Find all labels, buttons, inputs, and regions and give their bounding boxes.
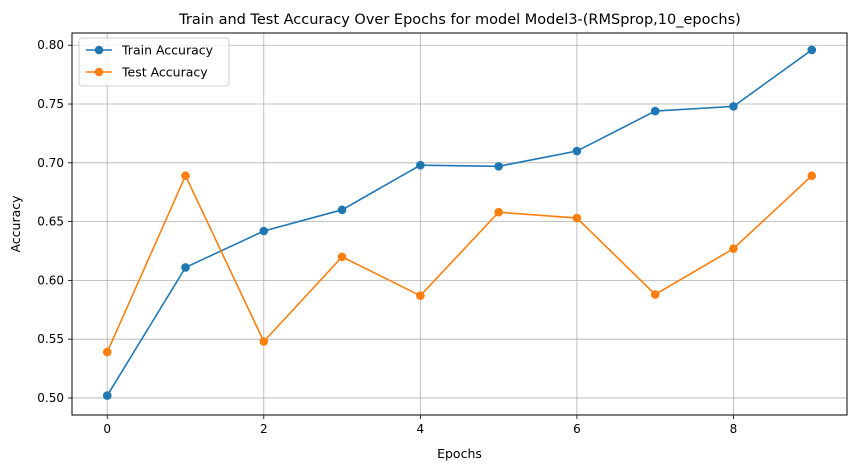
y-tick-label: 0.70 <box>37 156 64 170</box>
data-point-train <box>807 45 817 55</box>
data-point-test <box>102 347 112 357</box>
y-tick-label: 0.50 <box>37 391 64 405</box>
grid-lines <box>72 33 847 415</box>
x-tick-label: 6 <box>573 422 581 436</box>
y-tick-label: 0.60 <box>37 273 64 287</box>
y-axis-label: Accuracy <box>8 195 23 253</box>
x-tick-label: 2 <box>260 422 268 436</box>
y-tick-label: 0.65 <box>37 215 64 229</box>
legend-label-train: Train Accuracy <box>121 43 214 58</box>
data-point-train <box>494 162 503 171</box>
x-tick-label: 4 <box>417 422 425 436</box>
data-point-train <box>337 205 347 215</box>
data-point-test <box>416 291 425 300</box>
data-point-test <box>494 207 503 217</box>
data-point-test <box>807 171 817 181</box>
data-point-test <box>729 244 738 253</box>
data-point-train <box>572 146 582 156</box>
legend-marker-train <box>94 45 104 55</box>
y-tick-label: 0.75 <box>37 97 64 111</box>
axes: 0 2 4 6 8 0.50 0.55 0.60 0.65 0.70 0.75 0.80 <box>37 38 737 436</box>
chart-title: Train and Test Accuracy Over Epochs for … <box>178 12 741 28</box>
series-lines <box>102 45 817 400</box>
data-point-train <box>729 102 738 111</box>
data-point-test <box>650 290 660 299</box>
data-point-train <box>102 391 112 400</box>
data-point-test <box>337 252 347 262</box>
data-point-train <box>259 226 269 236</box>
legend: Train Accuracy Test Accuracy <box>78 37 230 87</box>
legend-label-test: Test Accuracy <box>121 65 208 80</box>
x-axis-label: Epochs <box>437 446 482 461</box>
data-point-test <box>259 337 269 346</box>
data-point-test <box>572 213 582 223</box>
data-point-train <box>416 160 425 170</box>
series-line-train <box>106 49 813 397</box>
data-point-train <box>650 106 660 116</box>
legend-box <box>78 37 230 87</box>
data-point-train <box>181 263 190 272</box>
data-point-test <box>181 171 190 181</box>
x-tick-label: 0 <box>103 422 111 436</box>
x-tick-label: 8 <box>730 422 738 436</box>
legend-marker-test <box>94 67 104 77</box>
plot-area-frame <box>71 32 848 416</box>
y-tick-label: 0.80 <box>37 38 64 52</box>
series-line-test <box>106 173 813 353</box>
y-tick-label: 0.55 <box>37 332 64 346</box>
